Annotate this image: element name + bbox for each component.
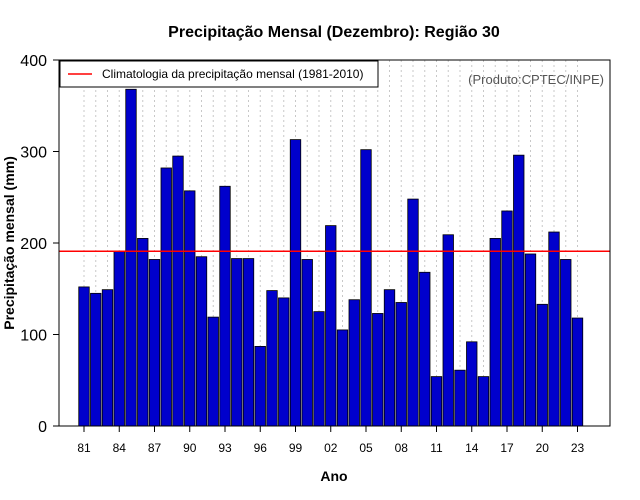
product-credit: (Produto:CPTEC/INPE) [468, 72, 604, 87]
bar-81 [78, 286, 90, 427]
x-axis-label: Ano [320, 468, 347, 484]
x-tick-label: 20 [536, 441, 550, 455]
x-tick-label: 23 [571, 441, 585, 455]
bar-93 [219, 185, 231, 427]
bar-08 [395, 302, 407, 427]
bar-89 [172, 155, 184, 427]
bars [78, 88, 584, 427]
bar-90 [184, 190, 196, 427]
bar-87 [148, 259, 161, 427]
x-axis: 81 84 87 90 93 96 99 02 05 08 11 14 17 20 23 [77, 426, 584, 455]
x-tick-label: 81 [77, 441, 91, 455]
bar-82 [90, 292, 102, 427]
bar-92 [207, 316, 219, 427]
x-tick-label: 99 [289, 441, 303, 455]
x-tick-label: 96 [254, 441, 268, 455]
x-tick-label: 14 [465, 441, 479, 455]
chart-title: Precipitação Mensal (Dezembro): Região 3… [168, 24, 500, 41]
x-tick-label: 17 [500, 441, 514, 455]
bar-01 [313, 311, 325, 427]
y-tick-label: 100 [20, 328, 47, 345]
bar-06 [372, 313, 384, 427]
bar-16 [489, 238, 501, 427]
y-tick-label: 200 [20, 236, 47, 253]
x-tick-label: 87 [148, 441, 162, 455]
y-tick-label: 300 [20, 145, 47, 162]
bar-85 [125, 88, 137, 427]
bar-84 [113, 250, 125, 427]
legend-box [59, 60, 379, 88]
bar-96 [254, 345, 266, 427]
x-tick-label: 11 [430, 441, 443, 455]
bar-03 [336, 329, 349, 427]
bar-13 [454, 369, 466, 427]
bar-18 [513, 154, 525, 427]
bar-02 [325, 225, 337, 427]
x-tick-label: 93 [218, 441, 232, 455]
bar-11 [430, 376, 443, 427]
bar-21 [548, 231, 560, 427]
bar-91 [195, 256, 208, 427]
legend: Climatologia da precipitação mensal (198… [59, 60, 379, 88]
bar-86 [137, 238, 149, 427]
y-axis: 0 100 200 300 400 [20, 53, 59, 436]
bar-99 [289, 139, 302, 427]
x-tick-label: 08 [395, 441, 409, 455]
bar-07 [383, 289, 396, 427]
x-tick-label: 05 [359, 441, 373, 455]
legend-label: Climatologia da precipitação mensal (198… [102, 67, 363, 81]
bar-88 [160, 167, 172, 427]
bar-09 [407, 198, 419, 427]
bar-14 [466, 341, 478, 427]
bar-12 [442, 234, 454, 427]
x-tick-label: 84 [113, 441, 127, 455]
bar-83 [101, 289, 114, 427]
y-tick-label: 0 [38, 419, 47, 436]
bar-10 [419, 271, 431, 427]
bar-04 [348, 299, 360, 427]
bar-22 [560, 259, 572, 427]
bar-19 [524, 253, 537, 427]
y-axis-label: Precipitação mensal (mm) [1, 156, 17, 330]
bar-00 [301, 259, 313, 427]
bar-23 [571, 317, 584, 427]
x-tick-label: 90 [183, 441, 197, 455]
bar-95 [242, 258, 255, 427]
y-tick-label: 400 [20, 53, 47, 70]
bar-98 [278, 297, 290, 427]
x-tick-label: 02 [324, 441, 338, 455]
bar-20 [536, 303, 548, 427]
bar-15 [477, 376, 490, 427]
bar-05 [360, 149, 372, 427]
bar-94 [231, 258, 243, 427]
bar-17 [501, 210, 513, 427]
bar-97 [266, 290, 278, 427]
